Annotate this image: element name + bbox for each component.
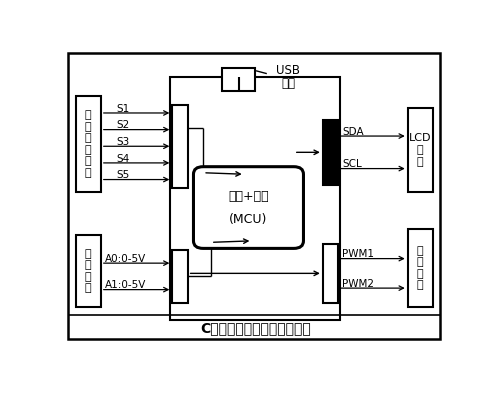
Text: C结构：数据处理与控制模块: C结构：数据处理与控制模块 bbox=[200, 321, 311, 335]
Text: PWM2: PWM2 bbox=[342, 279, 374, 288]
Text: PWM1: PWM1 bbox=[342, 249, 374, 259]
Bar bbox=[408, 229, 433, 307]
FancyBboxPatch shape bbox=[193, 167, 303, 248]
Bar bbox=[408, 108, 433, 193]
Bar bbox=[76, 95, 101, 193]
Bar bbox=[323, 244, 338, 303]
Text: SCL: SCL bbox=[342, 159, 362, 169]
Text: 数
据
处
理
模
块: 数 据 处 理 模 块 bbox=[85, 110, 92, 178]
Text: S1: S1 bbox=[117, 104, 129, 114]
Bar bbox=[223, 68, 255, 91]
Text: S5: S5 bbox=[117, 170, 129, 180]
Bar bbox=[76, 235, 101, 307]
Text: (MCU): (MCU) bbox=[229, 213, 267, 226]
Text: A0:0-5V: A0:0-5V bbox=[105, 254, 146, 264]
Text: 处理+控制: 处理+控制 bbox=[228, 191, 269, 204]
Text: 接口: 接口 bbox=[281, 77, 295, 90]
Text: S3: S3 bbox=[117, 137, 129, 147]
Bar bbox=[172, 250, 188, 303]
Text: SDA: SDA bbox=[342, 127, 364, 136]
Text: S2: S2 bbox=[117, 120, 129, 130]
Bar bbox=[323, 120, 338, 185]
Text: USB: USB bbox=[276, 64, 300, 77]
Text: LCD
显
示: LCD 显 示 bbox=[409, 134, 431, 167]
Bar bbox=[172, 105, 188, 188]
Text: A1:0-5V: A1:0-5V bbox=[105, 280, 146, 290]
Text: S4: S4 bbox=[117, 154, 129, 163]
Text: 杆
位
模
块: 杆 位 模 块 bbox=[85, 249, 92, 294]
Text: 动
力
装
置: 动 力 装 置 bbox=[417, 246, 423, 290]
Bar bbox=[170, 77, 340, 320]
